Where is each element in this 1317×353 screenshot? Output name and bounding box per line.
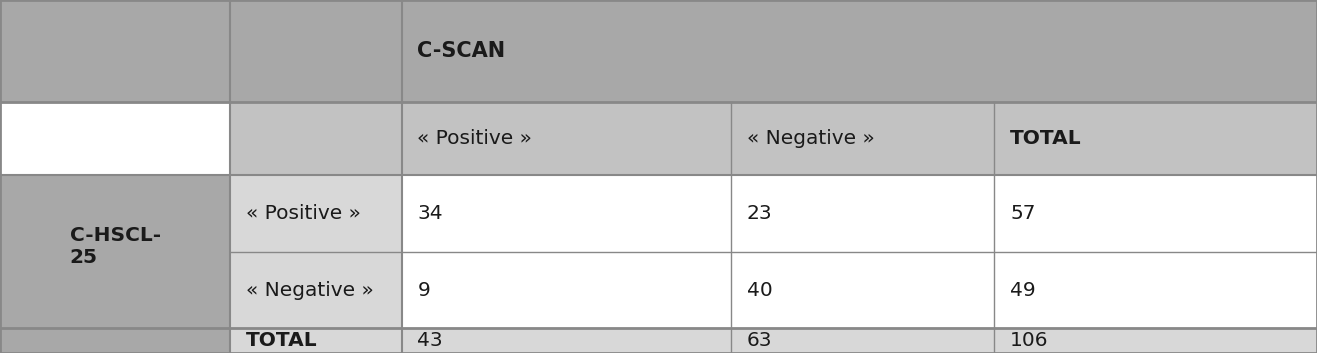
Bar: [402, 328, 1317, 353]
Text: 49: 49: [1010, 281, 1035, 300]
Text: 63: 63: [747, 331, 772, 350]
Text: 43: 43: [417, 331, 443, 350]
Text: C-SCAN: C-SCAN: [417, 41, 506, 61]
Text: « Positive »: « Positive »: [246, 204, 361, 223]
Bar: [230, 102, 1317, 175]
Bar: [230, 175, 402, 353]
Bar: [402, 252, 1317, 328]
Bar: [0, 0, 1317, 102]
Text: TOTAL: TOTAL: [246, 331, 317, 350]
Bar: [402, 175, 1317, 252]
Text: « Positive »: « Positive »: [417, 129, 532, 148]
Bar: [0, 175, 230, 353]
Text: « Negative »: « Negative »: [747, 129, 874, 148]
Text: 40: 40: [747, 281, 773, 300]
Text: 9: 9: [417, 281, 431, 300]
Text: 57: 57: [1010, 204, 1035, 223]
Text: TOTAL: TOTAL: [1010, 129, 1081, 148]
Text: « Negative »: « Negative »: [246, 281, 374, 300]
Text: C-HSCL-
25: C-HSCL- 25: [70, 226, 161, 267]
Text: 23: 23: [747, 204, 772, 223]
Text: 34: 34: [417, 204, 443, 223]
Text: 106: 106: [1010, 331, 1048, 350]
